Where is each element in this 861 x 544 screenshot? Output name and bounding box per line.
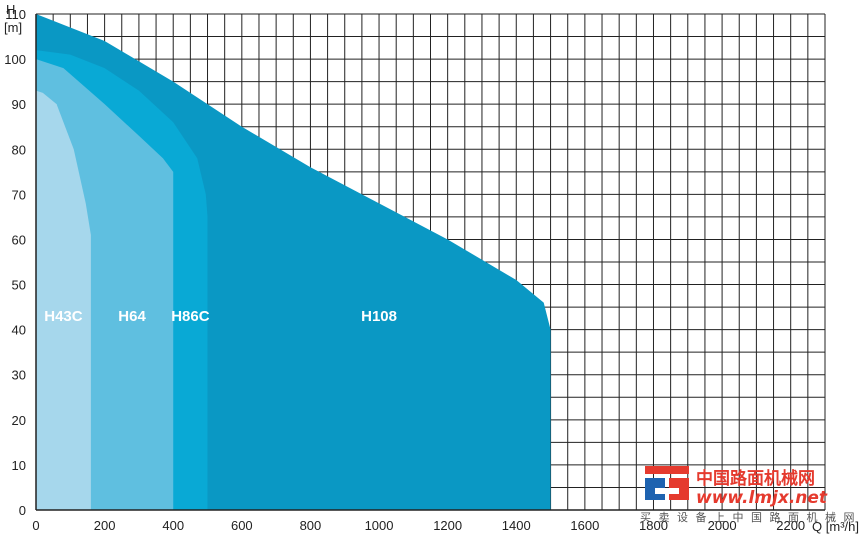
watermark-logo-icon	[645, 466, 689, 500]
series-label-h108: H108	[361, 308, 397, 325]
y-axis-unit: [m]	[4, 20, 22, 35]
y-tick-label: 90	[12, 97, 26, 112]
x-tick-label: 2200	[776, 518, 805, 533]
x-tick-label: 400	[162, 518, 184, 533]
x-tick-label: 1600	[570, 518, 599, 533]
y-tick-label: 110	[5, 7, 26, 22]
watermark-cn: 中国路面机械网	[696, 468, 815, 489]
series-areas	[36, 14, 551, 511]
y-tick-label: 40	[12, 323, 26, 338]
x-tick-label: 1400	[502, 518, 531, 533]
y-tick-label: 100	[4, 52, 26, 67]
watermark-sub: 买 卖 设 备 上 中 国 路 面 机 械 网	[640, 510, 856, 524]
series-label-h86c: H86C	[171, 308, 210, 325]
x-tick-label: 1000	[365, 518, 394, 533]
watermark-url: www.lmjx.net	[696, 488, 828, 508]
y-tick-label: 50	[12, 278, 26, 293]
y-tick-label: 70	[12, 187, 26, 202]
y-tick-labels: 0 10 20 30 40 50 60 70 80 90 100 110	[4, 7, 26, 518]
x-tick-label: 600	[231, 518, 253, 533]
x-tick-labels: 0 200 400 600 800 1000 1200 1400 1600 1800 2000 220…	[32, 518, 805, 533]
x-axis-title: Q [m³/h]	[812, 519, 859, 534]
y-axis-title: H	[6, 2, 15, 17]
area-h43c	[36, 90, 91, 511]
x-tick-label: 0	[32, 518, 39, 533]
watermark: 中国路面机械网 www.lmjx.net 买 卖 设 备 上 中 国 路 面 机…	[640, 466, 856, 524]
x-tick-label: 1800	[639, 518, 668, 533]
y-tick-label: 0	[19, 503, 26, 518]
y-tick-label: 20	[12, 413, 26, 428]
y-tick-label: 30	[12, 368, 26, 383]
x-tick-label: 800	[300, 518, 322, 533]
x-tick-label: 200	[94, 518, 116, 533]
y-tick-label: 10	[12, 458, 26, 473]
y-tick-label: 80	[12, 142, 26, 157]
axes	[35, 14, 825, 511]
x-tick-label: 2000	[708, 518, 737, 533]
series-labels: H108 H86C H64 H43C	[44, 308, 397, 325]
series-label-h43c: H43C	[44, 308, 83, 325]
series-label-h64: H64	[118, 308, 146, 325]
y-tick-label: 60	[12, 232, 26, 247]
x-tick-label: 1200	[433, 518, 462, 533]
